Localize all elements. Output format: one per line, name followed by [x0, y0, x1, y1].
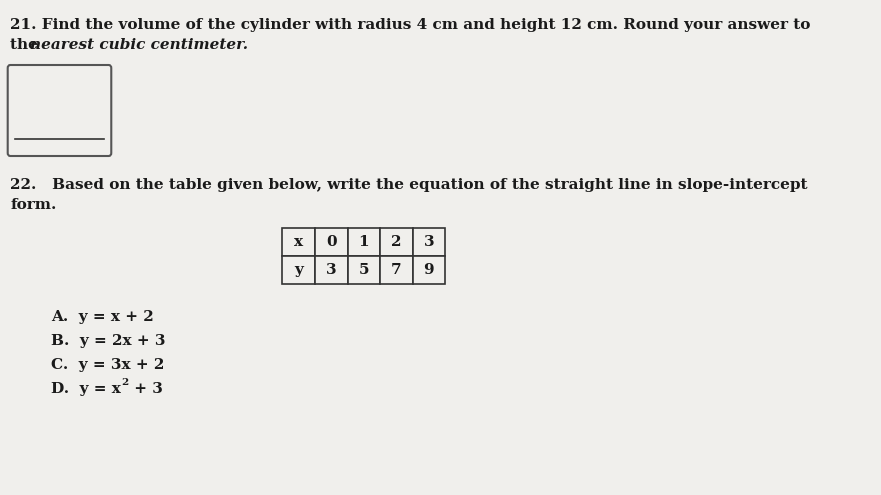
- Text: 2: 2: [391, 235, 402, 249]
- Bar: [380, 228, 412, 256]
- Bar: [380, 256, 412, 284]
- Text: y: y: [294, 263, 303, 277]
- Text: x: x: [294, 235, 303, 249]
- Text: 3: 3: [424, 235, 434, 249]
- Text: C.  y = 3x + 2: C. y = 3x + 2: [51, 358, 165, 372]
- Bar: [347, 228, 380, 256]
- Bar: [283, 228, 315, 256]
- Text: the: the: [11, 38, 43, 52]
- Text: 7: 7: [391, 263, 402, 277]
- Text: 0: 0: [326, 235, 337, 249]
- Text: 21. Find the volume of the cylinder with radius 4 cm and height 12 cm. Round you: 21. Find the volume of the cylinder with…: [11, 18, 811, 32]
- Text: 5: 5: [359, 263, 369, 277]
- Bar: [283, 256, 315, 284]
- Text: 2: 2: [122, 378, 129, 387]
- Text: 1: 1: [359, 235, 369, 249]
- Text: B.  y = 2x + 3: B. y = 2x + 3: [51, 334, 166, 348]
- Text: nearest cubic centimeter.: nearest cubic centimeter.: [30, 38, 248, 52]
- Bar: [347, 256, 380, 284]
- Text: 3: 3: [326, 263, 337, 277]
- Text: form.: form.: [11, 198, 56, 212]
- Bar: [315, 256, 347, 284]
- Bar: [315, 228, 347, 256]
- Text: D.  y = x: D. y = x: [51, 382, 122, 396]
- Text: + 3: + 3: [130, 382, 163, 396]
- Bar: [412, 256, 445, 284]
- Bar: [412, 228, 445, 256]
- Text: 9: 9: [424, 263, 434, 277]
- Text: A.  y = x + 2: A. y = x + 2: [51, 310, 154, 324]
- FancyBboxPatch shape: [8, 65, 111, 156]
- Text: 22.   Based on the table given below, write the equation of the straight line in: 22. Based on the table given below, writ…: [11, 178, 808, 192]
